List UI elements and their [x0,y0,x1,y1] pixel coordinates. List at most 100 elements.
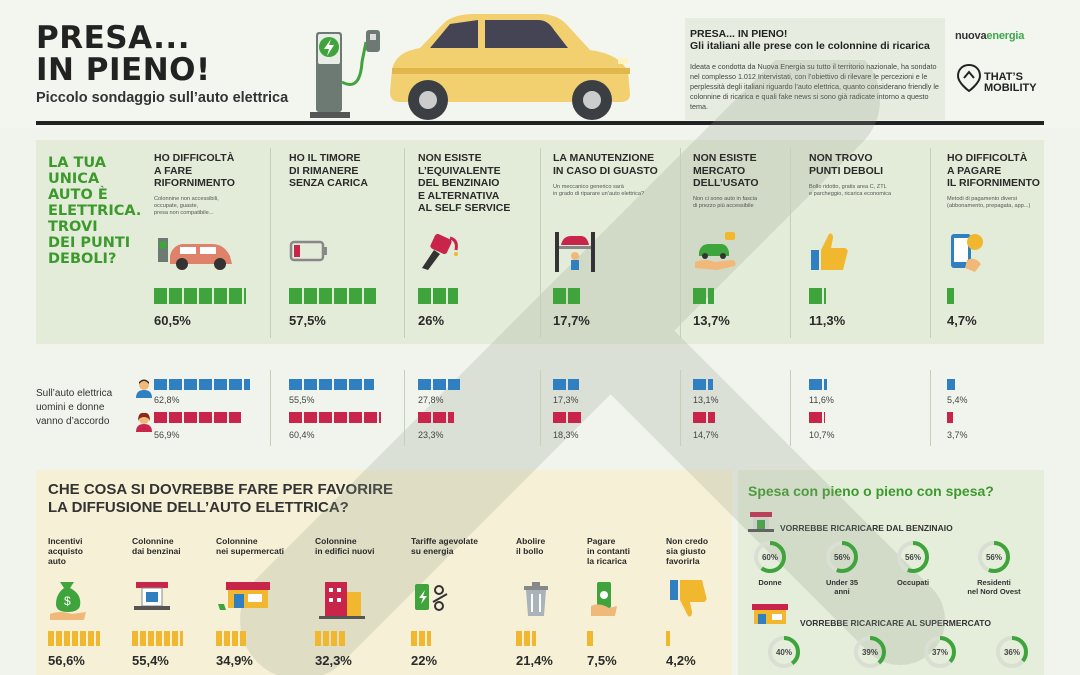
weak-point-note-line: Non ci sono auto in fascia [693,196,758,202]
measure-percent: 32,3% [315,653,352,668]
men-bar [809,379,827,390]
bar-segment [232,631,238,646]
donut-percent: 39% [862,648,878,657]
measure-title: Pagare in contanti la ricarica [587,536,630,566]
measure-percent: 34,9% [216,653,253,668]
bar-segment [172,631,178,646]
weak-point-percent: 57,5% [289,313,326,328]
weak-point-title-line: NON ESISTE [693,152,757,164]
weak-point-title-line: DELL’USATO [693,177,759,189]
measure-title-line: nei supermercati [216,546,285,556]
donut-label-line: Residenti [977,578,1011,587]
money-bag-hand-icon: $ [50,582,86,620]
column-divider [404,148,405,338]
weak-point-title-line: HO IL TIMORE [289,152,361,164]
measure-title-line: in contanti [587,546,630,556]
donut-arc [924,636,956,668]
bar-segment [80,631,86,646]
women-percent: 18,3% [553,430,579,440]
page-subtitle: Piccolo sondaggio sull’auto elettrica [36,90,289,106]
bar-segment [214,288,227,304]
measure-title-line: Colonnine [216,536,258,546]
weak-point-title-line: A PAGARE [947,164,1002,177]
measure-title-line: Abolire [516,536,546,546]
bar-segment [418,288,431,304]
weak-point-title-line: RIFORNIMENTO [154,177,235,189]
yellow-car-icon [390,14,630,120]
question-line: TROVI [48,219,98,235]
phone-payment-icon [951,234,983,272]
donut-percent: 36% [1004,648,1020,657]
bar-segment [334,412,347,423]
logo-nuova-part: nuova [955,30,987,42]
measure-title-line: Tariffe agevolate [411,536,478,546]
title-line-1: PRESA... [36,20,190,56]
question-line: DEI PUNTI [48,235,131,251]
bar-segment [419,631,425,646]
donut-arc [897,541,929,573]
weak-point-note-line: occupate, guaste, [154,203,199,209]
donut-label-line: nel Nord Ovest [967,587,1021,596]
weak-point-note: Non ci sono auto in fascia di prezzo più … [693,196,757,210]
bar-segment [587,631,593,646]
page-title: PRESA... IN PIENO! [36,22,296,86]
measure-bar [411,631,431,646]
measures-question-line: LA DIFFUSIONE DELL’AUTO ELETTRICA? [48,499,349,516]
weak-point-title-line: DEL BENZINAIO [418,177,500,189]
question-line: AUTO È [48,187,108,203]
bar-segment [708,379,713,390]
weak-point-bar [947,288,954,304]
bar-segment [448,288,458,304]
discount-icon [415,584,448,611]
question-line: ELETTRICA. [48,203,142,219]
donut-percent: 56% [986,553,1002,562]
bar-segment [244,288,246,304]
charging-place-title: Spesa con pieno o pieno con spesa? [748,483,994,499]
bar-segment [240,631,246,646]
bar-segment [156,631,162,646]
men-bar [154,379,250,390]
measure-title-line: favorirla [666,556,700,566]
weak-point-title-line: MERCATO [693,164,746,177]
measure-bar [216,631,246,646]
bar-segment [411,631,417,646]
weak-point-title: HO DIFFICOLTÀ A PAGARE IL RIFORNIMENTO [947,152,1040,190]
bar-segment [809,288,822,304]
bar-segment [553,379,566,390]
bar-segment [427,631,431,646]
bar-segment [140,631,146,646]
weak-point-title-line: IL RIFORNIMENTO [947,177,1040,189]
building-icon [319,582,365,619]
car-lift-mechanic-icon [555,232,595,272]
bar-segment [96,631,100,646]
weak-point-note-line: Metodi di pagamento diversi [947,196,1017,202]
women-bar [693,412,715,423]
weak-point-note: Bollo ridotto, gratis area C, ZTL e parch… [809,184,891,198]
men-percent: 62,8% [154,395,180,405]
men-percent: 17,3% [553,395,579,405]
bar-segment [809,412,822,423]
intro-text: Ideata e condotta da Nuova Energia su tu… [690,62,939,111]
supermarket-icon [218,582,270,610]
bar-segment [349,288,362,304]
car-in-hand-icon [695,232,736,270]
bar-segment [364,412,377,423]
measure-percent: 21,4% [516,653,553,668]
donut-label: Occupati [873,578,953,587]
women-bar [154,412,241,423]
weak-point-title-line: HO DIFFICOLTÀ [154,152,235,164]
column-divider [270,148,271,338]
bar-segment [289,379,302,390]
bar-segment [418,412,431,423]
column-divider [930,148,931,338]
bar-segment [214,412,227,423]
column-divider [790,148,791,338]
measure-bar [516,631,536,646]
measure-bar [666,631,670,646]
bar-segment [148,631,154,646]
measure-title-line: Incentivi [48,536,83,546]
bar-segment [169,288,182,304]
woman-avatar-icon [136,412,152,432]
men-bar [947,379,955,390]
donut-percent: 40% [776,648,792,657]
